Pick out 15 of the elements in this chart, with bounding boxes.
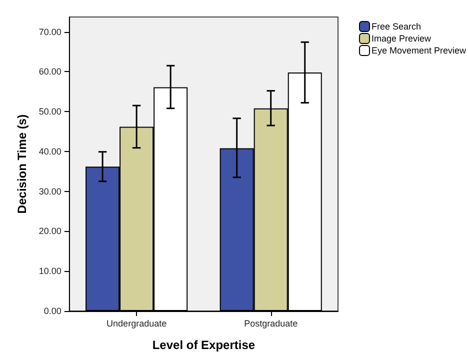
y-tick-label: 10.00 — [38, 266, 62, 276]
y-tick-label: 0.00 — [44, 306, 62, 316]
y-axis-title: Decision Time (s) — [15, 114, 29, 214]
x-axis-title: Level of Expertise — [152, 338, 256, 352]
x-tick-label: Undergraduate — [106, 318, 167, 328]
y-tick-label: 20.00 — [38, 226, 62, 236]
y-tick-label: 70.00 — [38, 26, 62, 37]
legend-label: Eye Movement Preview — [372, 46, 467, 56]
y-tick-label: 40.00 — [38, 146, 62, 156]
legend-label: Image Preview — [372, 34, 432, 44]
y-tick-label: 60.00 — [38, 66, 62, 77]
y-tick-label: 50.00 — [38, 106, 62, 117]
x-tick-label: Postgraduate — [244, 318, 298, 328]
legend-label: Free Search — [372, 22, 422, 32]
y-tick-label: 30.00 — [38, 186, 62, 196]
